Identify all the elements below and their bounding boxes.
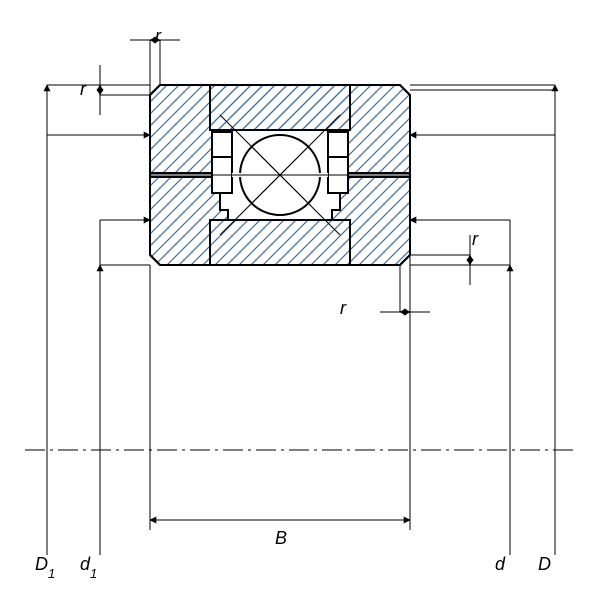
dim-label: B [275,528,287,548]
dim-label: d [495,554,506,574]
bearing-cross-section-diagram: r r r r Bd Dd1 D1 [0,0,600,600]
dim-label: D [538,554,551,574]
dim-label: d1 [80,554,97,581]
dim-label: r [155,26,162,46]
dim-label: D1 [35,554,55,581]
dim-label: r [80,79,87,99]
dim-label: r [340,298,347,318]
dim-label: r [472,229,479,249]
